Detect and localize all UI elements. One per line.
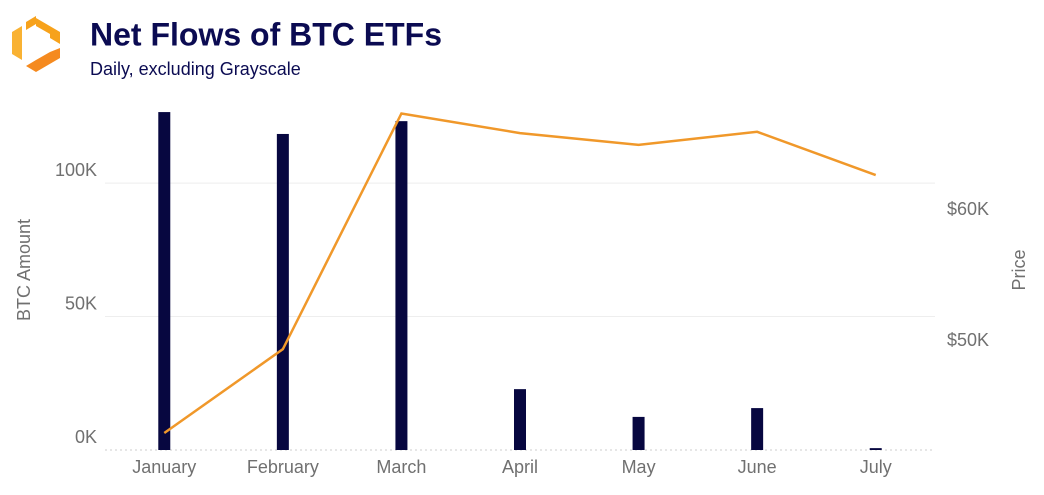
y2-axis-title: Price [1009, 249, 1029, 290]
x-tick-label: May [622, 457, 656, 477]
x-tick-label: July [860, 457, 892, 477]
logo [12, 16, 60, 72]
bar [395, 121, 408, 451]
x-tick-label: March [376, 457, 426, 477]
bar [276, 133, 289, 450]
y2-tick-label: $60K [947, 199, 989, 219]
x-tick-label: June [738, 457, 777, 477]
x-tick-label: January [132, 457, 196, 477]
chart-title: Net Flows of BTC ETFs [90, 16, 442, 52]
y-axis-title: BTC Amount [14, 219, 34, 321]
bar [158, 112, 171, 451]
bar [869, 448, 882, 450]
y-tick-label: 100K [55, 160, 97, 180]
y2-tick-label: $50K [947, 330, 989, 350]
x-tick-label: April [502, 457, 538, 477]
y-tick-label: 0K [75, 427, 97, 447]
bar [514, 389, 526, 450]
x-tick-label: February [247, 457, 319, 477]
bar [632, 416, 645, 450]
bar [751, 408, 764, 450]
price-line [163, 112, 877, 434]
chart-subtitle: Daily, excluding Grayscale [90, 59, 301, 79]
y-tick-label: 50K [65, 293, 97, 313]
